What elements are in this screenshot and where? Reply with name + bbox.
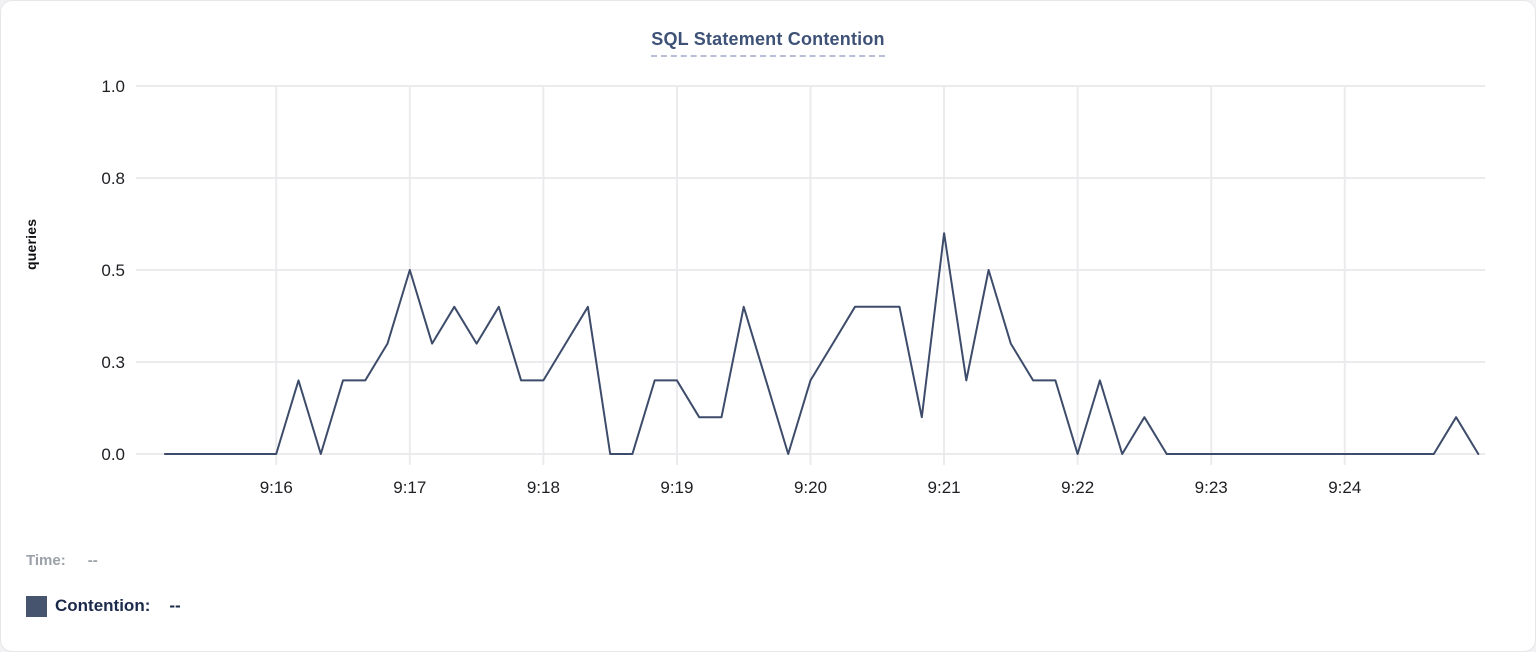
- contention-series-swatch-icon: [26, 595, 47, 617]
- x-tick-label: 9:23: [1195, 478, 1228, 497]
- y-tick-label: 0.8: [101, 169, 125, 188]
- y-tick-label: 0.3: [101, 353, 125, 372]
- x-tick-label: 9:22: [1061, 478, 1094, 497]
- chart-legend: Time: -- Contention: --: [26, 547, 626, 619]
- x-tick-label: 9:16: [260, 478, 293, 497]
- legend-time-value: --: [87, 551, 98, 569]
- gridlines: [136, 85, 1485, 465]
- legend-time-label: Time:: [26, 551, 66, 569]
- chart-title[interactable]: SQL Statement Contention: [651, 29, 885, 57]
- y-tick-label: 0.0: [101, 445, 125, 464]
- chart-header: SQL Statement Contention: [1, 29, 1535, 57]
- y-axis-label: queries: [23, 218, 39, 270]
- legend-contention-row: Contention: --: [26, 593, 626, 619]
- contention-line-chart[interactable]: 0.0 0.3 0.5 0.8 1.0 9:16 9:17 9:18 9:19 9:20 9:21 9…: [1, 1, 1536, 521]
- x-tick-label: 9:21: [928, 478, 961, 497]
- contention-series-line: [163, 232, 1480, 455]
- x-tick-label: 9:24: [1328, 478, 1361, 497]
- legend-time-row: Time: --: [26, 547, 626, 573]
- x-tick-label: 9:20: [794, 478, 827, 497]
- y-tick-label: 0.5: [101, 261, 125, 280]
- x-tick-label: 9:17: [393, 478, 426, 497]
- x-tick-label: 9:19: [660, 478, 693, 497]
- x-tick-label: 9:18: [527, 478, 560, 497]
- legend-contention-value: --: [169, 596, 181, 615]
- legend-contention-label: Contention:: [55, 596, 151, 615]
- y-tick-label: 1.0: [101, 77, 125, 96]
- axis-tick-labels: 0.0 0.3 0.5 0.8 1.0 9:16 9:17 9:18 9:19 9:20 9:21 9…: [101, 77, 1361, 497]
